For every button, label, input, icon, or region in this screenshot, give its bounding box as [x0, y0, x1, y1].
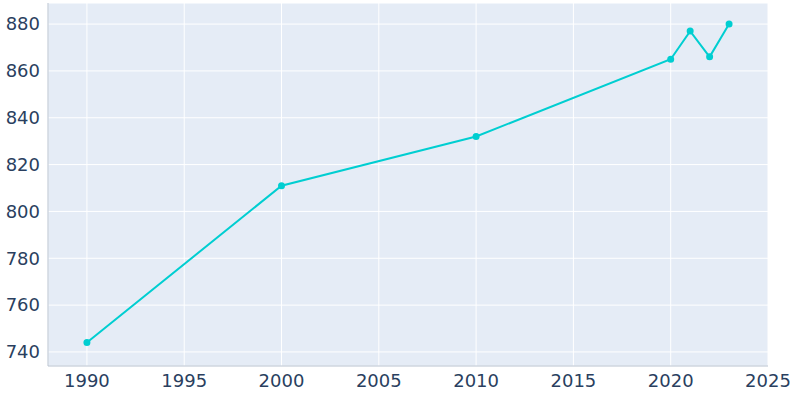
svg-text:760: 760 — [6, 294, 40, 315]
svg-text:1995: 1995 — [161, 370, 207, 391]
svg-text:840: 840 — [6, 107, 40, 128]
svg-text:860: 860 — [6, 60, 40, 81]
svg-text:880: 880 — [6, 13, 40, 34]
svg-text:2010: 2010 — [453, 370, 499, 391]
svg-text:2000: 2000 — [259, 370, 305, 391]
svg-text:820: 820 — [6, 154, 40, 175]
svg-text:2025: 2025 — [745, 370, 791, 391]
svg-text:2015: 2015 — [550, 370, 596, 391]
svg-text:800: 800 — [6, 201, 40, 222]
svg-text:1990: 1990 — [64, 370, 110, 391]
svg-text:740: 740 — [6, 341, 40, 362]
svg-text:780: 780 — [6, 248, 40, 269]
svg-text:2020: 2020 — [648, 370, 694, 391]
svg-text:2005: 2005 — [356, 370, 402, 391]
